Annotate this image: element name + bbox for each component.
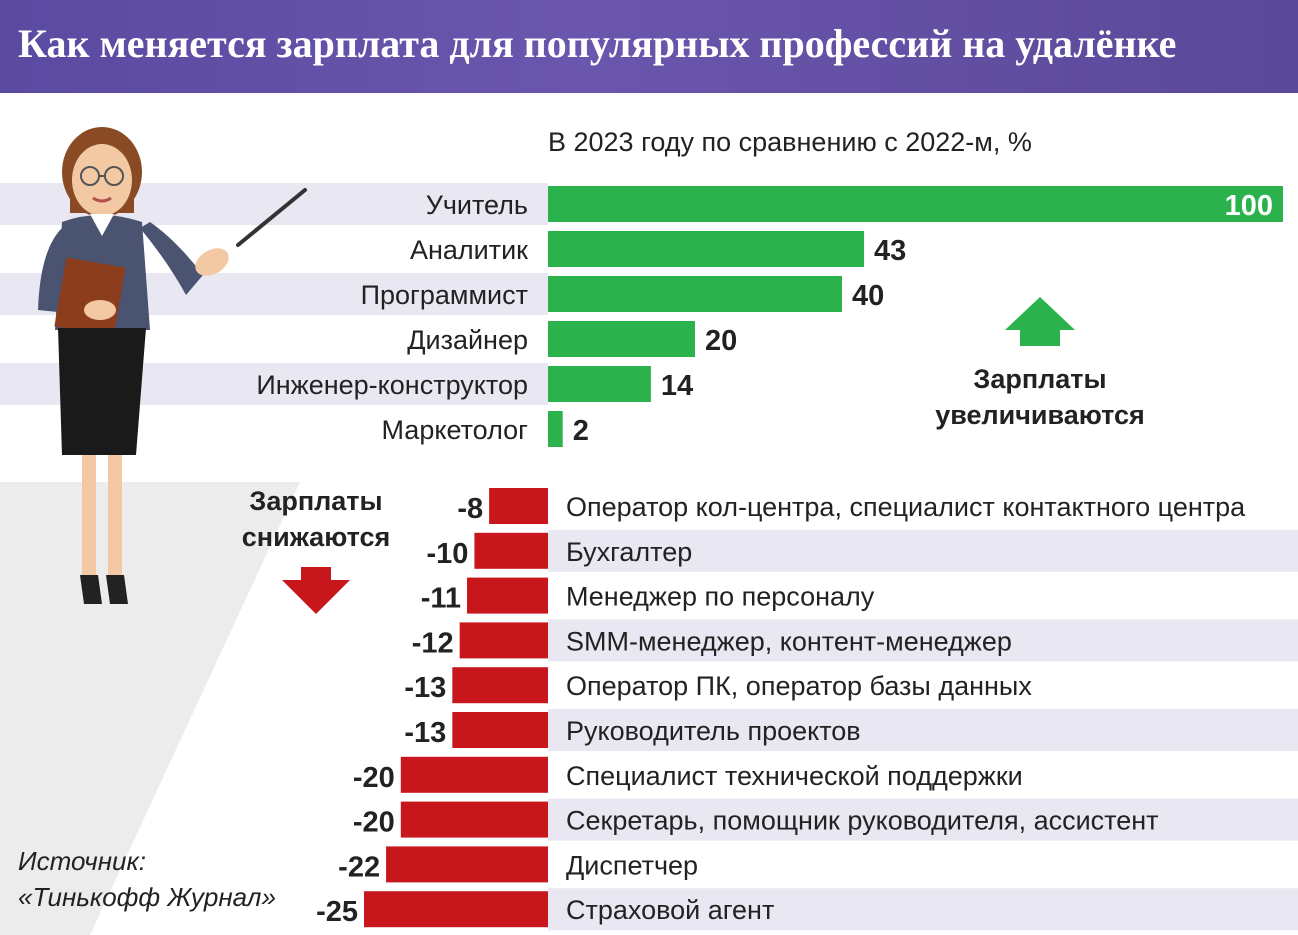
row-band bbox=[548, 619, 1298, 662]
teacher-illustration bbox=[38, 127, 307, 604]
row-band bbox=[548, 529, 1298, 572]
value-label: -20 bbox=[353, 762, 395, 794]
chart-subtitle: В 2023 году по сравнению с 2022-м, % bbox=[548, 127, 1032, 157]
header-bar: Как меняется зарплата для популярных про… bbox=[0, 0, 1298, 93]
bar-decrease bbox=[489, 488, 548, 524]
page-title: Как меняется зарплата для популярных про… bbox=[18, 21, 1177, 66]
value-label: 43 bbox=[874, 235, 906, 267]
bar-decrease bbox=[386, 846, 548, 883]
category-label: Страховой агент bbox=[566, 895, 774, 925]
bar-decrease bbox=[452, 667, 548, 704]
value-label: -13 bbox=[404, 717, 446, 749]
row-band bbox=[548, 888, 1298, 931]
row-band bbox=[548, 798, 1298, 841]
bar-decrease bbox=[364, 891, 548, 928]
category-label: Инженер-конструктор bbox=[256, 370, 528, 400]
bar-increase bbox=[548, 231, 865, 267]
value-label: -10 bbox=[426, 538, 468, 570]
bar-decrease bbox=[400, 756, 548, 793]
category-label: Учитель bbox=[426, 190, 528, 220]
category-label: Программист bbox=[361, 280, 528, 310]
value-label: -20 bbox=[353, 807, 395, 839]
category-label: Бухгалтер bbox=[566, 537, 692, 567]
bar-increase bbox=[548, 366, 651, 402]
value-label: 14 bbox=[661, 370, 693, 402]
bar-increase bbox=[548, 321, 695, 357]
increase-note-line2: увеличиваются bbox=[935, 400, 1145, 430]
value-label: -13 bbox=[404, 672, 446, 704]
value-label: -8 bbox=[457, 493, 483, 525]
bar-increase bbox=[548, 186, 1283, 222]
value-label: -11 bbox=[421, 583, 461, 615]
category-label: Оператор кол-центра, специалист контактн… bbox=[566, 492, 1246, 522]
value-label: -25 bbox=[316, 896, 358, 928]
category-label: Диспетчер bbox=[566, 850, 698, 880]
bar-decrease bbox=[459, 622, 548, 659]
decrease-background bbox=[0, 482, 300, 935]
category-label: Маркетолог bbox=[382, 415, 529, 445]
category-label: Менеджер по персоналу bbox=[566, 582, 875, 612]
value-label: 2 bbox=[573, 415, 589, 447]
bar-decrease bbox=[467, 577, 548, 614]
row-band bbox=[548, 709, 1298, 751]
category-label: Оператор ПК, оператор базы данных bbox=[566, 671, 1032, 701]
category-label: Руководитель проектов bbox=[566, 716, 861, 746]
value-label: -22 bbox=[338, 851, 380, 883]
decrease-note-line2: снижаются bbox=[242, 522, 390, 552]
source-name: «Тинькофф Журнал» bbox=[18, 882, 276, 912]
decrease-note-line1: Зарплаты bbox=[249, 486, 382, 516]
value-label: 100 bbox=[1225, 190, 1273, 222]
increase-note-line1: Зарплаты bbox=[973, 364, 1106, 394]
category-labels: Учитель Аналитик Программист Дизайнер Инжене… bbox=[256, 190, 1246, 925]
bar-increase bbox=[548, 411, 563, 447]
category-label: Аналитик bbox=[410, 235, 528, 265]
bar-decrease bbox=[474, 532, 548, 569]
category-label: Специалист технической поддержки bbox=[566, 761, 1023, 791]
down-arrow-icon bbox=[282, 567, 350, 614]
value-labels: 100 43 40 20 14 2 -8 -10 -11 -12 -13 -13 -20 -20 -22 -2… bbox=[316, 190, 1273, 928]
up-arrow-icon bbox=[1005, 297, 1075, 346]
bar-increase bbox=[548, 276, 842, 312]
source-label: Источник: bbox=[18, 846, 146, 876]
category-label: SMM-менеджер, контент-менеджер bbox=[566, 626, 1012, 656]
category-label: Секретарь, помощник руководителя, ассист… bbox=[566, 806, 1159, 836]
bars bbox=[364, 186, 1283, 928]
value-label: -12 bbox=[412, 627, 454, 659]
value-label: 20 bbox=[705, 325, 737, 357]
value-label: 40 bbox=[852, 280, 884, 312]
category-label: Дизайнер bbox=[407, 325, 528, 355]
bar-decrease bbox=[400, 801, 548, 838]
bar-decrease bbox=[452, 712, 548, 748]
